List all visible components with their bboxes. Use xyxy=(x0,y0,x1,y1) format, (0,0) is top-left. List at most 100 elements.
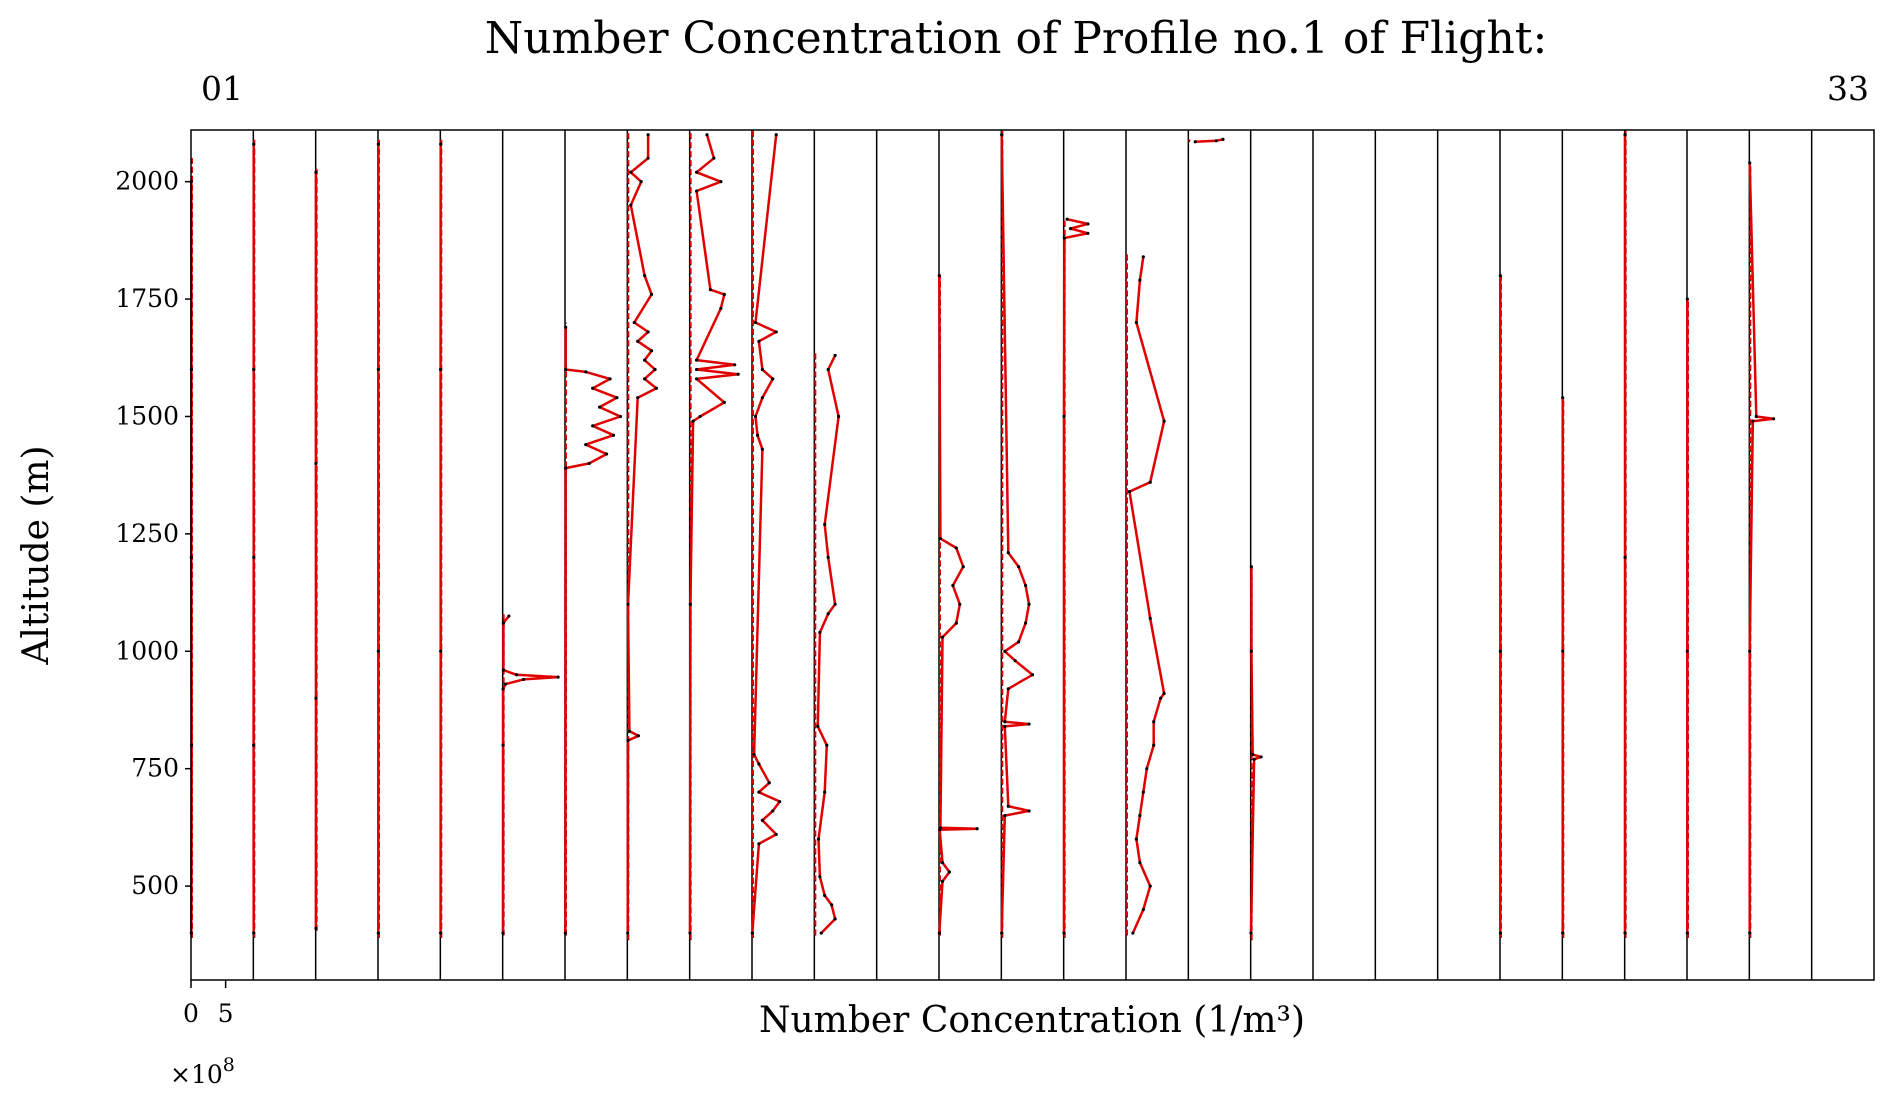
profile-point xyxy=(1561,931,1565,935)
profile-point xyxy=(1065,217,1069,221)
profile-point xyxy=(626,602,630,606)
profile-point xyxy=(694,189,699,193)
profile-point xyxy=(584,370,588,374)
profile-point xyxy=(1148,616,1152,620)
profile-point xyxy=(521,677,526,682)
profile-line xyxy=(564,327,622,934)
profile-point xyxy=(823,893,827,898)
profile-point xyxy=(1027,602,1031,606)
profile-point xyxy=(1685,297,1689,301)
profile-point xyxy=(826,555,830,559)
profile-point xyxy=(501,621,505,625)
profile-point xyxy=(252,931,256,935)
profile-point xyxy=(816,837,821,841)
profile-point xyxy=(833,353,837,358)
profile-point xyxy=(636,396,640,400)
profile-point xyxy=(708,288,713,292)
x-tick-label: 5 xyxy=(218,999,234,1028)
profile-point xyxy=(1214,139,1218,143)
profile-point xyxy=(615,396,619,400)
profile-point xyxy=(694,170,699,174)
profile-point xyxy=(564,466,568,470)
profile-point xyxy=(653,367,657,372)
profile-point xyxy=(733,363,737,367)
profile-line xyxy=(816,354,840,934)
profile-point xyxy=(722,400,726,404)
profile-point xyxy=(314,696,318,700)
y-tick-label: 1750 xyxy=(115,284,179,313)
profile-point xyxy=(1162,691,1166,696)
profile-point xyxy=(643,377,647,381)
profile-point xyxy=(954,621,958,625)
profile-point xyxy=(833,602,837,606)
profile-point xyxy=(1498,273,1502,278)
y-tick-label: 750 xyxy=(131,754,179,783)
profile-point xyxy=(1252,757,1256,761)
y-tick-label: 500 xyxy=(131,871,179,900)
profile-point xyxy=(564,367,568,372)
profile-point xyxy=(722,292,726,296)
profile-point xyxy=(818,875,822,879)
x-exponent-base: ×10 xyxy=(170,1060,223,1089)
y-tick-label: 2000 xyxy=(115,167,179,196)
profile-point xyxy=(750,931,754,935)
profile-point xyxy=(688,931,692,935)
profile-point xyxy=(760,447,764,451)
profile-point xyxy=(1623,931,1627,935)
profile-point xyxy=(1623,555,1627,559)
profile-point xyxy=(954,546,958,550)
profile-point xyxy=(760,818,764,822)
profile-point xyxy=(604,452,609,456)
profile-point xyxy=(1086,231,1090,235)
profile-point xyxy=(694,377,699,381)
profile-point xyxy=(1685,649,1689,653)
plot-frame xyxy=(190,129,1875,981)
profile-point xyxy=(1754,414,1758,419)
profile-point xyxy=(643,358,647,362)
profile-point xyxy=(507,614,511,618)
profile-point xyxy=(636,734,641,738)
profile-point xyxy=(1748,649,1752,653)
profile-point xyxy=(778,799,782,804)
profile-line xyxy=(1062,217,1090,933)
profile-point xyxy=(376,649,381,653)
profile-point xyxy=(719,180,723,184)
profile-point xyxy=(1023,621,1028,625)
profile-point xyxy=(584,443,588,447)
profile-point xyxy=(608,377,612,381)
profile-point xyxy=(514,673,519,677)
profile-point xyxy=(1148,884,1152,888)
profile-point xyxy=(836,414,841,419)
profile-point xyxy=(1498,931,1502,935)
profile-point xyxy=(757,842,761,846)
profile-point xyxy=(833,917,837,921)
profile-point xyxy=(1685,931,1689,935)
profile-point xyxy=(1003,724,1007,729)
profile-point xyxy=(688,602,692,606)
profile-point xyxy=(591,386,595,390)
profile-point xyxy=(826,612,830,616)
profile-point xyxy=(587,461,591,466)
profile-point xyxy=(1771,417,1776,421)
profile-point xyxy=(376,142,380,146)
profile-point xyxy=(618,414,623,419)
profile-point xyxy=(823,522,827,527)
profile-point xyxy=(626,931,630,935)
profile-point xyxy=(501,743,505,747)
profile-point xyxy=(611,433,616,437)
profile-point xyxy=(1623,133,1627,137)
x-axis-label: Number Concentration (1/m³) xyxy=(759,1000,1305,1041)
profile-point xyxy=(774,133,778,137)
flight-first-label: 01 xyxy=(201,69,243,108)
profile-point xyxy=(1062,931,1066,935)
profile-point xyxy=(1259,755,1263,759)
profile-line xyxy=(1748,162,1775,933)
profile-point xyxy=(501,931,505,935)
profile-point xyxy=(736,372,740,376)
profile-point xyxy=(556,675,560,679)
profile-point xyxy=(501,687,505,691)
profile-point xyxy=(314,170,318,174)
profile-point xyxy=(252,142,256,146)
profile-point xyxy=(823,790,827,794)
profile-point xyxy=(818,630,822,635)
